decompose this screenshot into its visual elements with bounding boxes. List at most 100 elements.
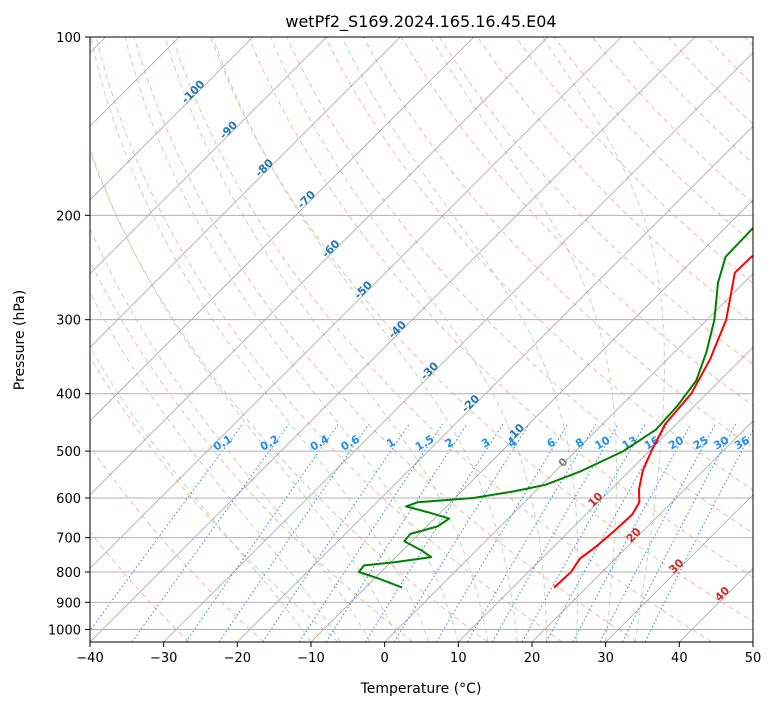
- isotherm-label: 20: [624, 525, 644, 545]
- mixing-ratio-line: [364, 423, 504, 642]
- mixing-ratio-label: 30: [711, 433, 731, 452]
- mixing-ratio-label: 3: [479, 436, 492, 451]
- dry-adiabat: [744, 37, 753, 47]
- moist-adiabat: [430, 37, 617, 642]
- isotherm-line: [310, 199, 753, 642]
- dry-adiabat: [90, 445, 264, 642]
- pressure-grid: [90, 37, 753, 630]
- y-tick-label: 700: [56, 532, 81, 547]
- moist-adiabat: [124, 37, 459, 642]
- isotherm-line: [90, 37, 327, 275]
- isotherm-line: [90, 37, 622, 569]
- isotherm-line: [458, 346, 753, 642]
- isotherm-label: -70: [295, 188, 318, 211]
- mixing-ratio-line: [521, 423, 646, 642]
- x-tick-label: 10: [450, 651, 467, 666]
- mixing-ratio-line: [644, 428, 753, 642]
- x-axis-label: Temperature (°C): [360, 681, 482, 697]
- moist-adiabat: [90, 227, 371, 642]
- mixing-ratio-label: 0.1: [211, 433, 234, 454]
- dry-adiabat: [133, 37, 638, 642]
- mixing-ratio-label: 1: [384, 436, 397, 451]
- dry-adiabat: [95, 37, 563, 642]
- isotherm-label: 10: [586, 490, 606, 510]
- isotherm-line: [90, 37, 696, 642]
- x-tick-label: −10: [297, 651, 324, 666]
- isotherm-label: 40: [712, 584, 732, 604]
- isotherm-label: -80: [253, 156, 276, 179]
- isotherm-line: [752, 641, 753, 642]
- moist-adiabat: [212, 37, 518, 642]
- mixing-ratio-line: [545, 423, 668, 642]
- x-tick-label: 20: [524, 651, 541, 666]
- dry-adiabat: [90, 531, 190, 642]
- dry-adiabat: [90, 356, 339, 642]
- dry-adiabat: [477, 37, 753, 325]
- mixing-ratio-label: 1.5: [413, 433, 436, 454]
- x-tick-label: 30: [597, 651, 614, 666]
- mixing-ratio-line: [393, 423, 530, 642]
- x-tick-label: −40: [76, 651, 103, 666]
- series-layer: [357, 226, 753, 589]
- mixing-ratio-line: [491, 423, 619, 642]
- x-axis: −40 −30 −20 −10 0 10 20 30 40 50: [76, 642, 761, 666]
- x-tick-label: 40: [671, 651, 688, 666]
- isotherm-line: [90, 37, 401, 348]
- mixing-ratio-line: [218, 423, 370, 642]
- y-tick-label: 400: [56, 388, 81, 403]
- isotherm-label: -90: [217, 118, 240, 141]
- dry-adiabat: [668, 37, 753, 125]
- isotherm-line: [531, 420, 753, 642]
- y-axis-label: Pressure (hPa): [12, 290, 28, 390]
- mixing-ratio-line: [572, 423, 692, 642]
- mixing-ratio-line: [90, 423, 244, 632]
- mixing-ratio-line: [467, 423, 597, 642]
- isotherm-line: [90, 37, 254, 201]
- y-tick-label: 900: [56, 596, 81, 611]
- y-tick-label: 1000: [48, 623, 81, 638]
- mixing-ratio-line: [262, 423, 410, 642]
- plot-frame: [89, 36, 754, 643]
- mixing-ratio-line: [599, 423, 716, 642]
- x-tick-label: 50: [745, 651, 762, 666]
- mixing-ratio-line: [131, 423, 290, 642]
- dry-adiabat: [90, 150, 488, 642]
- isotherm-line: [90, 37, 548, 496]
- mixing-ratio-line: [185, 423, 340, 642]
- mixing-ratio-label: 36: [732, 433, 752, 452]
- y-tick-label: 600: [56, 492, 81, 507]
- dry-adiabat: [591, 37, 753, 204]
- mixing-ratio-label: 25: [691, 434, 711, 453]
- isotherm-label: 0: [556, 455, 571, 470]
- x-tick-label: −20: [224, 651, 251, 666]
- dry-adiabat: [210, 37, 753, 623]
- dry-adiabat: [706, 37, 753, 86]
- isotherm-label: -30: [418, 359, 441, 382]
- mixing-ratio-line: [298, 423, 444, 642]
- mixing-ratio-label: 20: [666, 433, 686, 452]
- temperature-line: [553, 254, 753, 589]
- dry-adiabat: [400, 37, 753, 407]
- dry-adiabat: [515, 37, 753, 284]
- moist-adiabat: [542, 37, 665, 642]
- x-tick-label: −30: [150, 651, 177, 666]
- isotherm-line: [163, 52, 753, 642]
- moist-adiabat: [341, 37, 579, 642]
- dry-adiabat: [248, 37, 753, 578]
- y-tick-label: 500: [56, 445, 81, 460]
- moist-adiabat: [90, 291, 341, 642]
- y-tick-label: 300: [56, 314, 81, 329]
- moist-adiabat: [164, 37, 489, 642]
- dry-adiabat: [553, 37, 753, 244]
- mixing-ratio-line: [621, 423, 737, 642]
- isotherm-label: 30: [666, 556, 686, 576]
- isotherm-label: -60: [319, 237, 342, 260]
- isotherm-line: [605, 494, 753, 642]
- y-tick-label: 100: [56, 31, 81, 46]
- mixing-ratio-label: 10: [593, 433, 613, 452]
- isotherm-line: [384, 273, 753, 642]
- dry-adiabat: [438, 37, 753, 366]
- moist-adiabat: [270, 37, 548, 642]
- isotherm-line: [237, 125, 753, 642]
